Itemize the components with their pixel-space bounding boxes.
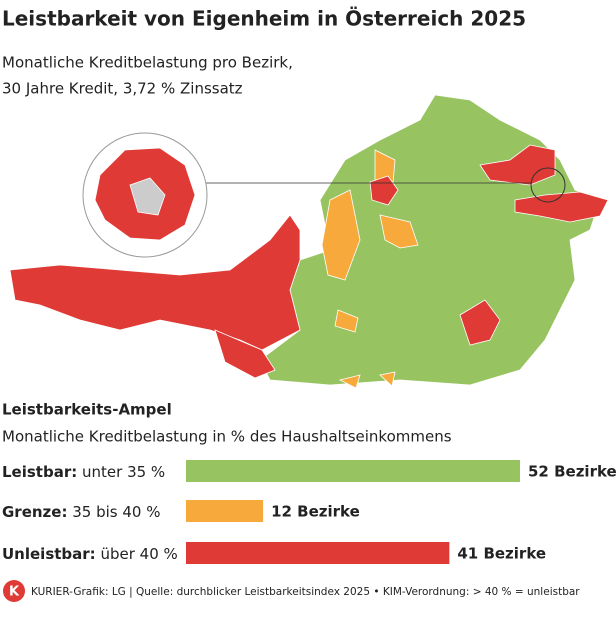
- category-label: Grenze: 35 bis 40 %: [2, 503, 161, 521]
- title: Leistbarkeit von Eigenheim in Österreich…: [2, 7, 526, 31]
- legend-title: Leistbarkeits-Ampel: [2, 401, 172, 419]
- category-range: über 40 %: [100, 545, 177, 563]
- bars: Leistbar: unter 35 % 52 Bezirke Grenze: 35…: [2, 460, 616, 564]
- footer: KURIER-Grafik: LG | Quelle: durchblicker…: [31, 586, 580, 598]
- category-name: Leistbar:: [2, 463, 77, 481]
- category-name: Unleistbar:: [2, 545, 96, 563]
- category-name: Grenze:: [2, 503, 67, 521]
- map: [9, 94, 609, 389]
- category-label: Unleistbar: über 40 %: [2, 545, 178, 563]
- value-label: 52 Bezirke: [528, 463, 616, 481]
- subtitle: 30 Jahre Kredit, 3,72 % Zinssatz: [2, 80, 243, 98]
- logo-text: K: [9, 585, 20, 600]
- subtitle: Monatliche Kreditbelastung pro Bezirk,: [2, 54, 293, 72]
- bar: [186, 500, 264, 522]
- category-range: unter 35 %: [82, 463, 165, 481]
- logo: [3, 580, 25, 602]
- value-label: 12 Bezirke: [271, 503, 360, 521]
- bar: [186, 542, 450, 564]
- value-label: 41 Bezirke: [457, 545, 546, 563]
- bar: [186, 460, 520, 482]
- legend-subtitle: Monatliche Kreditbelastung in % des Haus…: [2, 428, 452, 446]
- category-label: Leistbar: unter 35 %: [2, 463, 165, 481]
- category-range: 35 bis 40 %: [72, 503, 160, 521]
